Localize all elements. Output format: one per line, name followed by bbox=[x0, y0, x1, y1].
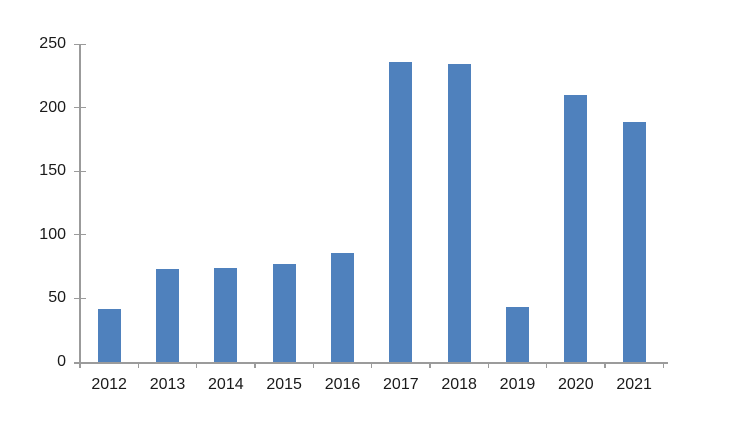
y-tick-label: 100 bbox=[39, 225, 66, 243]
x-tick-mark bbox=[546, 362, 548, 368]
bar-2012 bbox=[97, 308, 121, 362]
y-tick-label: 150 bbox=[39, 162, 66, 180]
x-tick-mark bbox=[429, 362, 431, 368]
bar-2018 bbox=[447, 64, 471, 362]
y-tick-mark bbox=[74, 107, 86, 109]
x-tick-label: 2019 bbox=[499, 376, 536, 393]
bar-2015 bbox=[272, 264, 296, 362]
x-tick-mark bbox=[604, 362, 606, 368]
x-tick-mark bbox=[254, 362, 256, 368]
bar-2013 bbox=[155, 269, 179, 362]
x-tick-mark bbox=[371, 362, 373, 368]
y-tick-label: 50 bbox=[48, 289, 66, 307]
x-tick-label: 2012 bbox=[91, 376, 127, 393]
y-tick-mark bbox=[74, 297, 86, 300]
x-tick-label: 2021 bbox=[616, 376, 652, 393]
bar-2019 bbox=[505, 307, 529, 362]
x-tick-mark bbox=[487, 362, 489, 368]
x-tick-mark bbox=[79, 362, 81, 368]
x-tick-mark bbox=[137, 362, 140, 368]
x-tick-label: 2017 bbox=[383, 376, 419, 393]
y-tick-mark bbox=[74, 234, 86, 236]
x-tick-label: 2015 bbox=[266, 376, 302, 393]
x-tick-label: 2014 bbox=[208, 376, 244, 393]
x-tick-mark bbox=[312, 362, 314, 368]
x-tick-label: 2013 bbox=[149, 376, 186, 393]
bar-2016 bbox=[330, 252, 354, 362]
x-tick-mark bbox=[662, 362, 664, 368]
bar-2020 bbox=[564, 94, 588, 362]
bar-2017 bbox=[389, 61, 413, 362]
y-axis-line bbox=[79, 44, 81, 368]
x-tick-label: 2018 bbox=[441, 376, 477, 393]
bar-2014 bbox=[214, 267, 238, 362]
bar-2021 bbox=[622, 121, 646, 362]
x-tick-label: 2016 bbox=[324, 376, 361, 393]
y-tick-mark bbox=[74, 170, 86, 172]
y-tick-label: 250 bbox=[39, 35, 66, 52]
y-tick-label: 0 bbox=[57, 353, 66, 370]
x-tick-mark bbox=[196, 362, 198, 368]
y-tick-label: 200 bbox=[39, 98, 66, 116]
x-tick-label: 2020 bbox=[558, 376, 594, 393]
y-tick-mark bbox=[74, 43, 86, 45]
